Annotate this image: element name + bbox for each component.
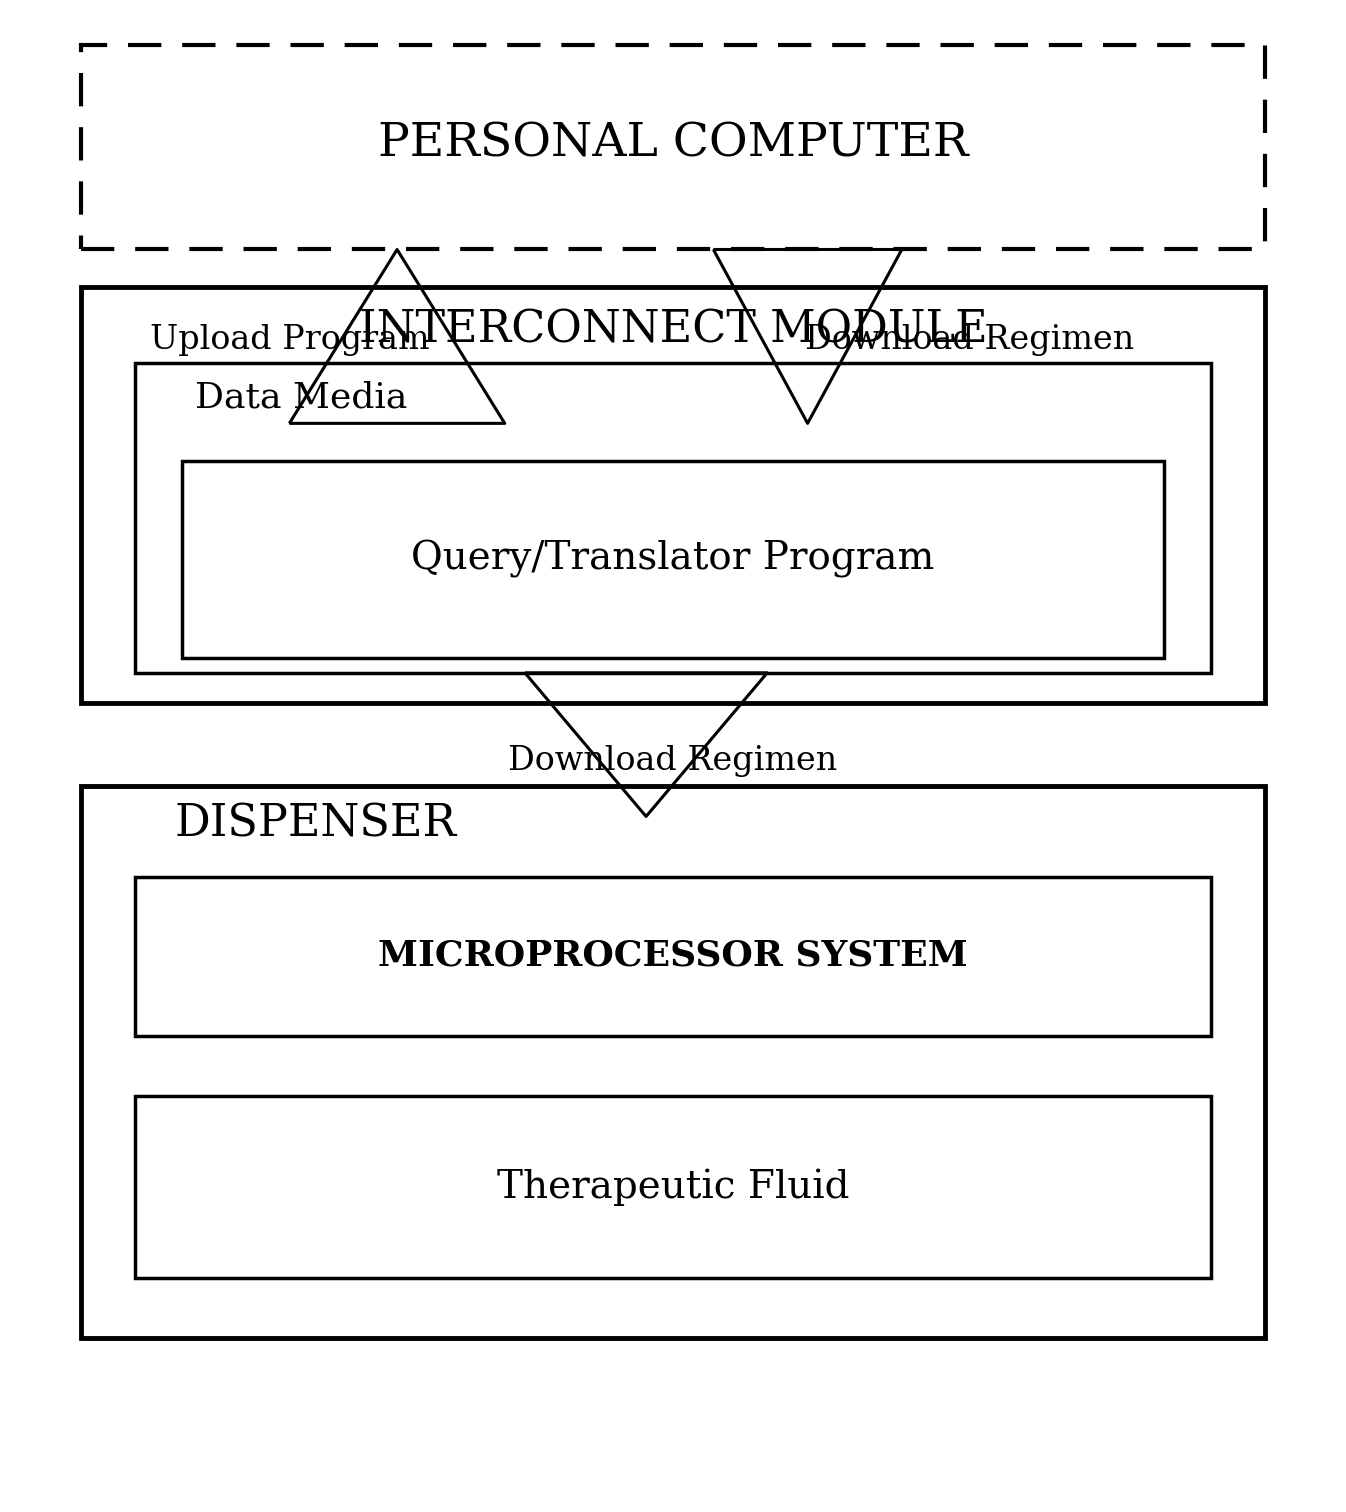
Text: PERSONAL COMPUTER: PERSONAL COMPUTER bbox=[378, 121, 968, 166]
Text: DISPENSER: DISPENSER bbox=[175, 803, 458, 845]
Text: Query/Translator Program: Query/Translator Program bbox=[412, 540, 934, 579]
Bar bbox=[135, 1096, 1211, 1278]
Bar bbox=[135, 363, 1211, 673]
Bar bbox=[81, 786, 1265, 1338]
Text: INTERCONNECT MODULE: INTERCONNECT MODULE bbox=[358, 308, 988, 351]
Bar bbox=[81, 45, 1265, 249]
Text: Download Regimen: Download Regimen bbox=[509, 744, 837, 777]
Bar bbox=[81, 287, 1265, 703]
Bar bbox=[182, 461, 1164, 658]
Text: Data Media: Data Media bbox=[195, 381, 408, 414]
Bar bbox=[135, 877, 1211, 1036]
Text: MICROPROCESSOR SYSTEM: MICROPROCESSOR SYSTEM bbox=[378, 939, 968, 972]
Text: Therapeutic Fluid: Therapeutic Fluid bbox=[497, 1169, 849, 1205]
Text: Download Regimen: Download Regimen bbox=[805, 324, 1133, 357]
Text: Upload Program: Upload Program bbox=[149, 324, 429, 357]
